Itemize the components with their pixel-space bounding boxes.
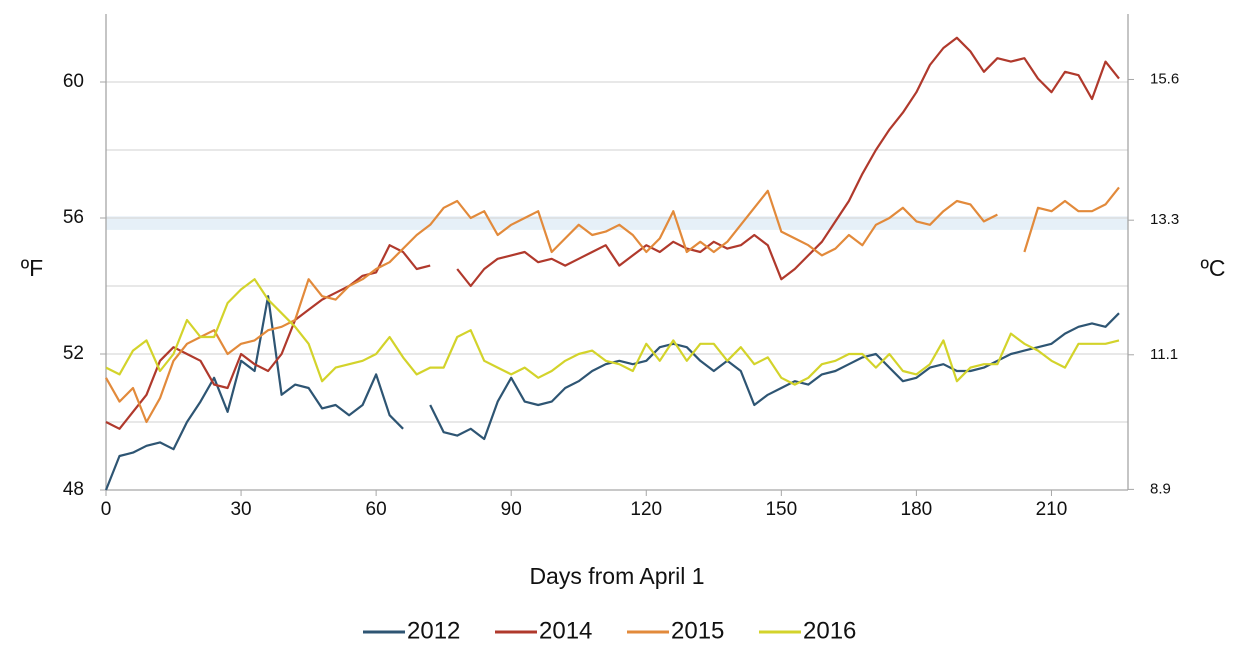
x-tick-label: 180 (901, 499, 933, 520)
x-tick-label: 120 (630, 499, 662, 520)
series-line (104, 295, 1120, 491)
x-tick-label: 0 (101, 499, 112, 520)
y2-axis-title: ºC (1200, 255, 1225, 281)
x-tick-label: 210 (1036, 499, 1068, 520)
series-line (105, 186, 1120, 424)
highlight-band (106, 216, 1128, 230)
legend-label: 2012 (407, 617, 460, 644)
x-tick-label: 60 (366, 499, 387, 520)
legend-label: 2015 (671, 617, 724, 644)
x-axis-title: Days from April 1 (529, 563, 704, 589)
y-tick-label: 56 (63, 207, 84, 228)
legend-label: 2016 (803, 617, 856, 644)
series-line (105, 36, 1120, 430)
x-tick-label: 150 (765, 499, 797, 520)
x-tick-label: 90 (501, 499, 522, 520)
y2-tick-label: 13.3 (1150, 211, 1179, 228)
x-tick-label: 30 (230, 499, 251, 520)
y2-tick-label: 8.9 (1150, 480, 1171, 497)
legend-label: 2014 (539, 617, 592, 644)
series-line (105, 278, 1120, 386)
y-tick-label: 60 (63, 71, 84, 92)
y-tick-label: 52 (63, 343, 84, 364)
y-axis-title: ºF (21, 255, 43, 281)
y2-tick-label: 15.6 (1150, 70, 1179, 87)
y-tick-label: 48 (63, 479, 84, 500)
y2-tick-label: 11.1 (1150, 346, 1178, 363)
